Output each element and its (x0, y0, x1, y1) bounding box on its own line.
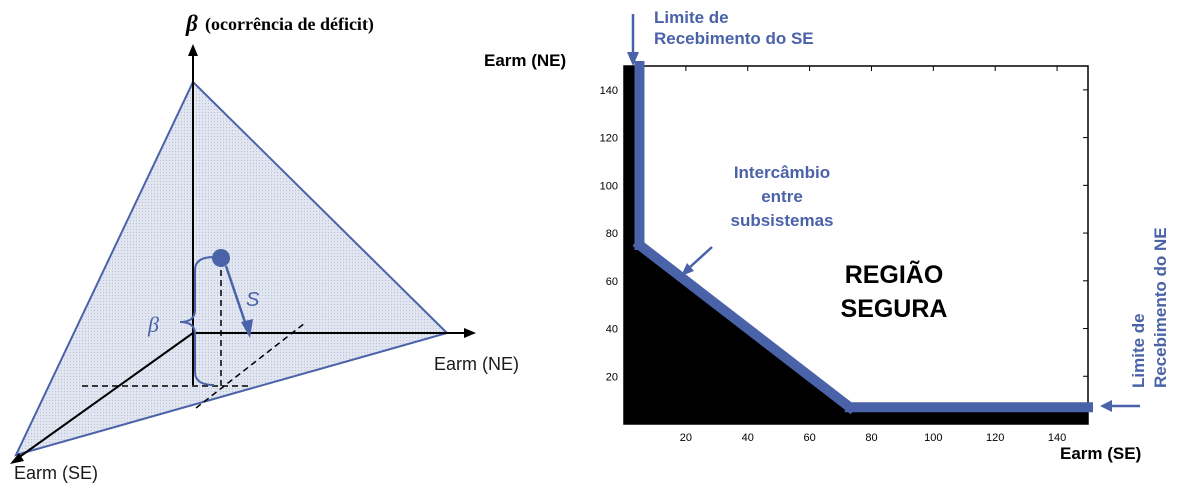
x-tick-label: 140 (1048, 432, 1066, 444)
bracket-beta-label: β (147, 312, 159, 337)
operating-point-marker (212, 249, 230, 267)
ne-axis-arrowhead (464, 328, 476, 338)
se-axis-label: Earm (SE) (14, 463, 98, 483)
se-axis (17, 332, 194, 459)
ne-axis-label: Earm (NE) (434, 354, 519, 374)
safe-region-line1: REGIÃO (845, 259, 944, 289)
left-3d-diagram: β (ocorrência de déficit) Earm (NE) Earm… (10, 11, 519, 483)
x-tick-label: 80 (865, 432, 877, 444)
annotation-right-line1: Limite de (1129, 313, 1148, 388)
infeasible-region (624, 66, 1088, 424)
annotation-mid-line3: subsistemas (731, 211, 834, 230)
annotation-top-arrowhead (627, 52, 639, 66)
annotation-mid-line1: Intercâmbio (734, 163, 830, 182)
x-tick-label: 120 (986, 432, 1004, 444)
s-vector-arrowhead (241, 319, 253, 338)
y-ticks: 20 40 60 80 100 120 140 (600, 85, 1088, 383)
y-tick-label: 120 (600, 133, 618, 145)
annotation-top-line1: Limite de (654, 8, 729, 27)
x-tick-label: 60 (803, 432, 815, 444)
s-vector (224, 265, 249, 329)
beta-axis-arrowhead (188, 44, 198, 56)
x-ticks: 20 40 60 80 100 120 140 (680, 66, 1066, 444)
annotation-right-line2: Recebimento do NE (1151, 227, 1170, 388)
annotation-mid-arrowhead (681, 263, 694, 276)
chart-marks (624, 61, 1093, 424)
beta-bracket (179, 256, 215, 386)
se-axis-arrowhead (10, 453, 24, 464)
y-tick-label: 40 (606, 324, 618, 336)
y-tick-label: 80 (606, 228, 618, 240)
annotation-top-line2: Recebimento do SE (654, 29, 814, 48)
y-tick-label: 20 (606, 371, 618, 383)
x-tick-label: 100 (924, 432, 942, 444)
boundary-segment (632, 237, 857, 415)
annotation-right-arrowhead (1100, 400, 1112, 412)
beta-axis-title: (ocorrência de déficit) (205, 14, 374, 35)
annotation-mid-line2: entre (761, 187, 803, 206)
x-tick-label: 40 (742, 432, 754, 444)
annotation-mid-arrow (688, 246, 713, 269)
x-axis-label: Earm (SE) (1060, 444, 1141, 463)
y-tick-label: 60 (606, 276, 618, 288)
right-chart: 20 40 60 80 100 120 140 20 40 60 80 100 120 140 Earm… (484, 8, 1170, 463)
y-axis-label: Earm (NE) (484, 51, 566, 70)
risk-surface-plane (14, 80, 449, 457)
safe-region-line2: SEGURA (841, 295, 948, 323)
x-tick-label: 20 (680, 432, 692, 444)
projection-dashed-diagonal (195, 322, 306, 409)
s-vector-label: S (246, 289, 260, 311)
beta-symbol: β (185, 11, 198, 36)
y-tick-label: 100 (600, 180, 618, 192)
y-tick-label: 140 (600, 85, 618, 97)
